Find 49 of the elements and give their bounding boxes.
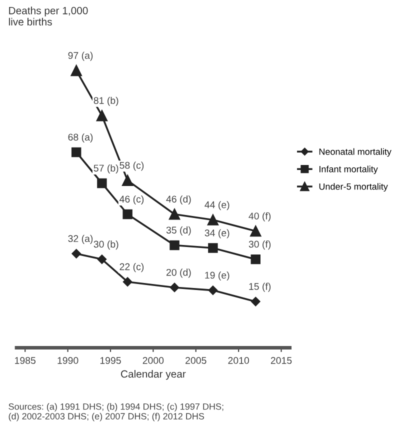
point — [122, 209, 132, 220]
point — [71, 147, 82, 158]
x-tick-label: 2010 — [228, 357, 249, 364]
data-label: 30 (b) — [94, 240, 118, 250]
data-label: 40 (f) — [248, 212, 271, 222]
data-label: 30 (f) — [248, 240, 271, 250]
data-label: 32 (a) — [68, 234, 93, 244]
data-label: 57 (b) — [94, 164, 118, 174]
legend-label: Under-5 mortality — [319, 183, 388, 192]
x-tick-label: 1990 — [58, 357, 78, 364]
point — [168, 208, 180, 220]
data-label: 35 (d) — [166, 226, 191, 236]
data-label: 58 (c) — [120, 162, 144, 171]
point — [97, 178, 107, 188]
data-label: 19 (e) — [205, 272, 230, 281]
point — [72, 249, 81, 258]
data-label: 81 (b) — [94, 96, 118, 106]
x-tick-label: 1995 — [100, 357, 121, 364]
x-tick-label: 2015 — [270, 357, 292, 364]
point — [122, 174, 134, 186]
point — [122, 277, 132, 286]
legend-label: Neonatal mortality — [319, 148, 392, 157]
data-label: 46 (d) — [166, 195, 191, 205]
data-label: 15 (f) — [249, 282, 271, 292]
point — [70, 65, 82, 76]
x-tick-label: 2005 — [186, 357, 206, 364]
data-label: 20 (d) — [166, 268, 191, 278]
point — [170, 240, 180, 250]
point — [96, 110, 108, 122]
data-label: 46 (c) — [120, 195, 144, 205]
data-label: 22 (c) — [120, 263, 144, 272]
point — [251, 296, 260, 306]
source-note: Sources: (a) 1991 DHS; (b) 1994 DHS; (c) 1997 DHS; (d) 2002-2003 DHS; (e) 2007 DHS; (f) 2012 DHS — [8, 403, 224, 422]
x-tick-label: 1985 — [15, 357, 36, 364]
point — [250, 254, 261, 264]
data-label: 68 (a) — [68, 133, 93, 143]
point — [250, 226, 262, 237]
legend-label: Infant mortality — [320, 166, 378, 174]
data-label: 97 (a) — [68, 52, 93, 61]
x-tick-label: 2000 — [142, 357, 164, 364]
point — [97, 254, 107, 264]
point — [208, 243, 218, 253]
text: Deaths per 1,000 live births — [8, 6, 88, 26]
point — [170, 282, 180, 292]
x-axis-title: Calendar year — [120, 370, 186, 380]
point — [207, 214, 219, 226]
data-label: 34 (e) — [204, 229, 230, 238]
point — [208, 286, 218, 295]
data-label: 44 (e) — [204, 201, 230, 210]
